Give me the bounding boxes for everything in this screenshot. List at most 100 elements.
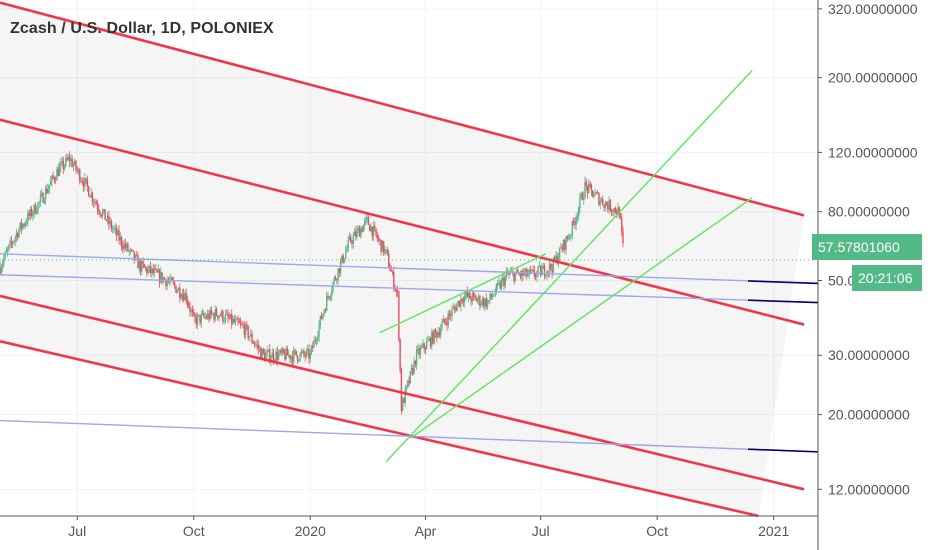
candle-body (414, 360, 417, 366)
candle-body (341, 255, 343, 262)
candle-body (577, 207, 580, 217)
candle-body (376, 234, 379, 239)
trendlines[interactable] (0, 1, 819, 518)
candle-body (562, 240, 565, 250)
candles (0, 151, 624, 415)
red-trendline[interactable] (0, 340, 759, 518)
candle-body (619, 216, 622, 219)
candle-body (580, 193, 582, 198)
candle-body (288, 354, 290, 356)
candle-body (570, 235, 572, 237)
candle-body (445, 321, 447, 323)
candle-body (266, 351, 268, 354)
candle-body (338, 268, 341, 273)
candle-body (318, 324, 320, 337)
candle-body (390, 270, 392, 272)
candle-body (233, 319, 235, 323)
candle-body (144, 267, 147, 269)
candle-body (474, 294, 476, 297)
candle-body (194, 314, 196, 318)
candle-body (537, 266, 539, 272)
candle-body (455, 307, 457, 311)
candle-body (452, 307, 455, 309)
candle-body (598, 193, 600, 205)
candle-body (418, 348, 420, 355)
blue-trendline[interactable] (0, 419, 819, 453)
x-tick-label: 2021 (758, 523, 789, 539)
last-price-tag: 57.57801060 (812, 234, 922, 260)
candle-body (324, 310, 327, 312)
candle-body (56, 169, 58, 181)
candle-body (552, 257, 555, 273)
candle-body (237, 318, 239, 322)
candle-body (51, 175, 53, 182)
candle-body (36, 211, 38, 214)
green-trendline[interactable] (385, 70, 753, 463)
green-trendline[interactable] (409, 197, 753, 439)
candle-body (472, 293, 475, 295)
candle-body (189, 306, 191, 312)
candle-body (475, 296, 477, 302)
candle-body (127, 243, 129, 252)
candle-body (401, 398, 404, 411)
candle-body (1, 263, 4, 268)
candle-body (572, 221, 575, 223)
candle-body (247, 326, 249, 338)
candle-body (103, 209, 105, 212)
candle-body (147, 268, 149, 274)
candle-body (17, 233, 19, 238)
candle-body (564, 240, 566, 250)
blue-trendline[interactable] (0, 253, 819, 285)
red-trendline[interactable] (0, 118, 805, 326)
candle-body (81, 180, 84, 183)
candle-body (244, 324, 247, 335)
candle-body (224, 314, 227, 321)
candle-body (77, 169, 80, 171)
candle-body (9, 240, 11, 245)
candle-body (391, 271, 394, 273)
blue-trendline-extension (747, 280, 819, 285)
candle-body (469, 292, 471, 299)
candle-body (355, 231, 357, 237)
candle-body (222, 310, 224, 322)
blue-trendline-extension (747, 299, 819, 304)
candle-body (151, 268, 153, 274)
green-trendline[interactable] (379, 253, 547, 334)
candle-body (389, 267, 391, 271)
candle-body (502, 277, 504, 281)
candle-body (171, 277, 173, 281)
candle-body (494, 292, 496, 296)
candle-body (118, 230, 120, 241)
blue-trendline[interactable] (0, 274, 819, 304)
candle-body (461, 298, 463, 302)
candle-body (464, 295, 466, 302)
candle-body (210, 309, 213, 314)
red-trendline[interactable] (0, 294, 805, 491)
candle-body (399, 339, 401, 370)
candle-body (29, 208, 32, 217)
candle-body (432, 332, 434, 344)
candle-body (617, 207, 619, 215)
candle-body (323, 310, 325, 315)
candle-body (280, 350, 282, 353)
candle-body (400, 369, 403, 411)
candle-body (300, 352, 303, 354)
candle-body (61, 160, 63, 163)
candle-body (604, 202, 606, 209)
candle-body (504, 276, 506, 286)
candle-body (63, 165, 66, 169)
candle-body (251, 333, 253, 342)
candle-body (398, 291, 400, 340)
candle-body (407, 380, 409, 386)
candle-body (231, 314, 233, 324)
red-trendline[interactable] (0, 1, 805, 217)
candle-body (243, 326, 246, 335)
candle-body (185, 293, 187, 301)
candle-body (507, 272, 509, 274)
candle-body (255, 344, 257, 346)
candle-body (327, 296, 329, 298)
candle-body (109, 221, 111, 224)
candle-body (214, 309, 216, 320)
